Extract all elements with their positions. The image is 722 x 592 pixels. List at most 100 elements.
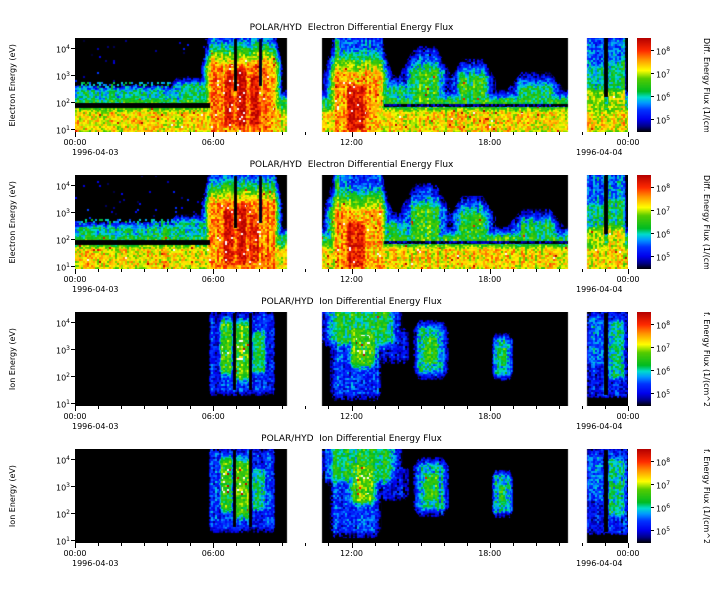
tick-exponent: 4 [66, 180, 70, 188]
y-tick-mark [71, 129, 75, 130]
panel-title: POLAR/HYD Electron Differential Energy F… [249, 160, 454, 170]
tick-exponent: 4 [66, 43, 70, 51]
x-tick-mark [467, 132, 468, 135]
x-tick-mark [559, 406, 560, 409]
x-tick-mark [398, 406, 399, 409]
x-tick-label: 00:00 [616, 138, 640, 147]
colorbar-axis-label-text: Diff. Energy Flux (1/(cm [702, 175, 711, 269]
y-tick-mark [71, 486, 75, 487]
colorbar-axis-label-text: Diff. Energy Flux (1/(cm [702, 38, 711, 132]
y-tick-label: 102 [38, 508, 70, 521]
x-tick-mark [236, 132, 237, 135]
tick-exponent: 5 [666, 115, 671, 123]
tick-base: 10 [656, 344, 667, 354]
colorbar-tick-mark [651, 50, 654, 51]
colorbar-axis-label: f. Energy Flux (1/(cm^2 [702, 312, 720, 406]
tick-base: 10 [656, 481, 667, 491]
x-tick-label: 00:00 [616, 412, 640, 421]
x-tick-label: 06:00 [201, 275, 225, 284]
y-tick-mark [71, 75, 75, 76]
x-tick-mark [213, 132, 214, 137]
y-tick-mark [71, 185, 75, 186]
colorbar-tick-mark [651, 370, 654, 371]
x-tick-mark [305, 132, 306, 135]
colorbar-tick-label: 107 [656, 342, 686, 355]
x-tick-mark [305, 543, 306, 546]
x-tick-mark [513, 543, 514, 546]
y-tick-mark [71, 540, 75, 541]
tick-base: 10 [55, 373, 67, 383]
colorbar-tick-label: 108 [656, 456, 686, 469]
x-tick-mark [536, 543, 537, 546]
x-axis-date-right: 1996-04-04 [576, 559, 623, 568]
x-tick-mark [144, 543, 145, 546]
x-tick-mark [75, 132, 76, 137]
x-tick-mark [398, 269, 399, 272]
x-tick-mark [75, 543, 76, 548]
tick-exponent: 1 [66, 536, 70, 544]
x-tick-mark [259, 543, 260, 546]
x-axis-date-left: 1996-04-03 [72, 559, 119, 568]
y-tick-label: 104 [38, 180, 70, 193]
x-tick-mark [236, 269, 237, 272]
y-tick-label: 102 [38, 97, 70, 110]
tick-exponent: 2 [66, 98, 70, 106]
panel-title: POLAR/HYD Ion Differential Energy Flux [261, 297, 442, 307]
colorbar-tick-mark [651, 119, 654, 120]
colorbar-tick-label: 107 [656, 205, 686, 218]
colorbar-tick-label: 106 [656, 365, 686, 378]
colorbar-tick-label: 108 [656, 182, 686, 195]
colorbar [637, 38, 651, 132]
tick-exponent: 6 [666, 366, 671, 374]
x-tick-label: 18:00 [478, 138, 502, 147]
x-tick-mark [75, 269, 76, 274]
x-tick-mark [513, 269, 514, 272]
x-tick-label: 06:00 [201, 138, 225, 147]
x-tick-mark [605, 269, 606, 272]
x-tick-mark [444, 132, 445, 135]
tick-exponent: 3 [66, 70, 70, 78]
tick-exponent: 7 [666, 342, 671, 350]
x-tick-mark [467, 406, 468, 409]
colorbar-tick-label: 106 [656, 502, 686, 515]
x-tick-mark [282, 132, 283, 135]
x-tick-mark [582, 132, 583, 135]
x-tick-mark [628, 132, 629, 137]
x-tick-mark [236, 543, 237, 546]
spectrogram-canvas-electron [75, 38, 628, 132]
x-tick-mark [75, 406, 76, 411]
y-tick-label: 101 [38, 398, 70, 411]
y-axis-label-text: Ion Energy (eV) [7, 464, 17, 528]
y-tick-mark [71, 102, 75, 103]
x-tick-mark [144, 269, 145, 272]
y-tick-mark [71, 349, 75, 350]
tick-base: 10 [55, 483, 67, 493]
tick-exponent: 3 [66, 481, 70, 489]
tick-exponent: 8 [666, 456, 671, 464]
colorbar-tick-label: 107 [656, 479, 686, 492]
tick-base: 10 [656, 527, 667, 537]
y-tick-mark [71, 48, 75, 49]
tick-base: 10 [656, 47, 667, 57]
x-tick-label: 00:00 [63, 549, 87, 558]
colorbar-tick-label: 105 [656, 525, 686, 538]
tick-exponent: 5 [666, 389, 671, 397]
x-tick-mark [98, 132, 99, 135]
colorbar-tick-label: 106 [656, 91, 686, 104]
tick-exponent: 8 [666, 319, 671, 327]
y-tick-label: 102 [38, 234, 70, 247]
x-tick-mark [282, 269, 283, 272]
y-tick-label: 103 [38, 70, 70, 83]
x-tick-label: 12:00 [339, 549, 364, 558]
x-tick-label: 00:00 [63, 412, 87, 421]
x-tick-mark [559, 132, 560, 135]
x-tick-mark [352, 269, 353, 274]
x-tick-mark [559, 543, 560, 546]
x-tick-mark [421, 132, 422, 135]
y-tick-mark [71, 212, 75, 213]
y-tick-label: 102 [38, 371, 70, 384]
colorbar-tick-mark [651, 96, 654, 97]
